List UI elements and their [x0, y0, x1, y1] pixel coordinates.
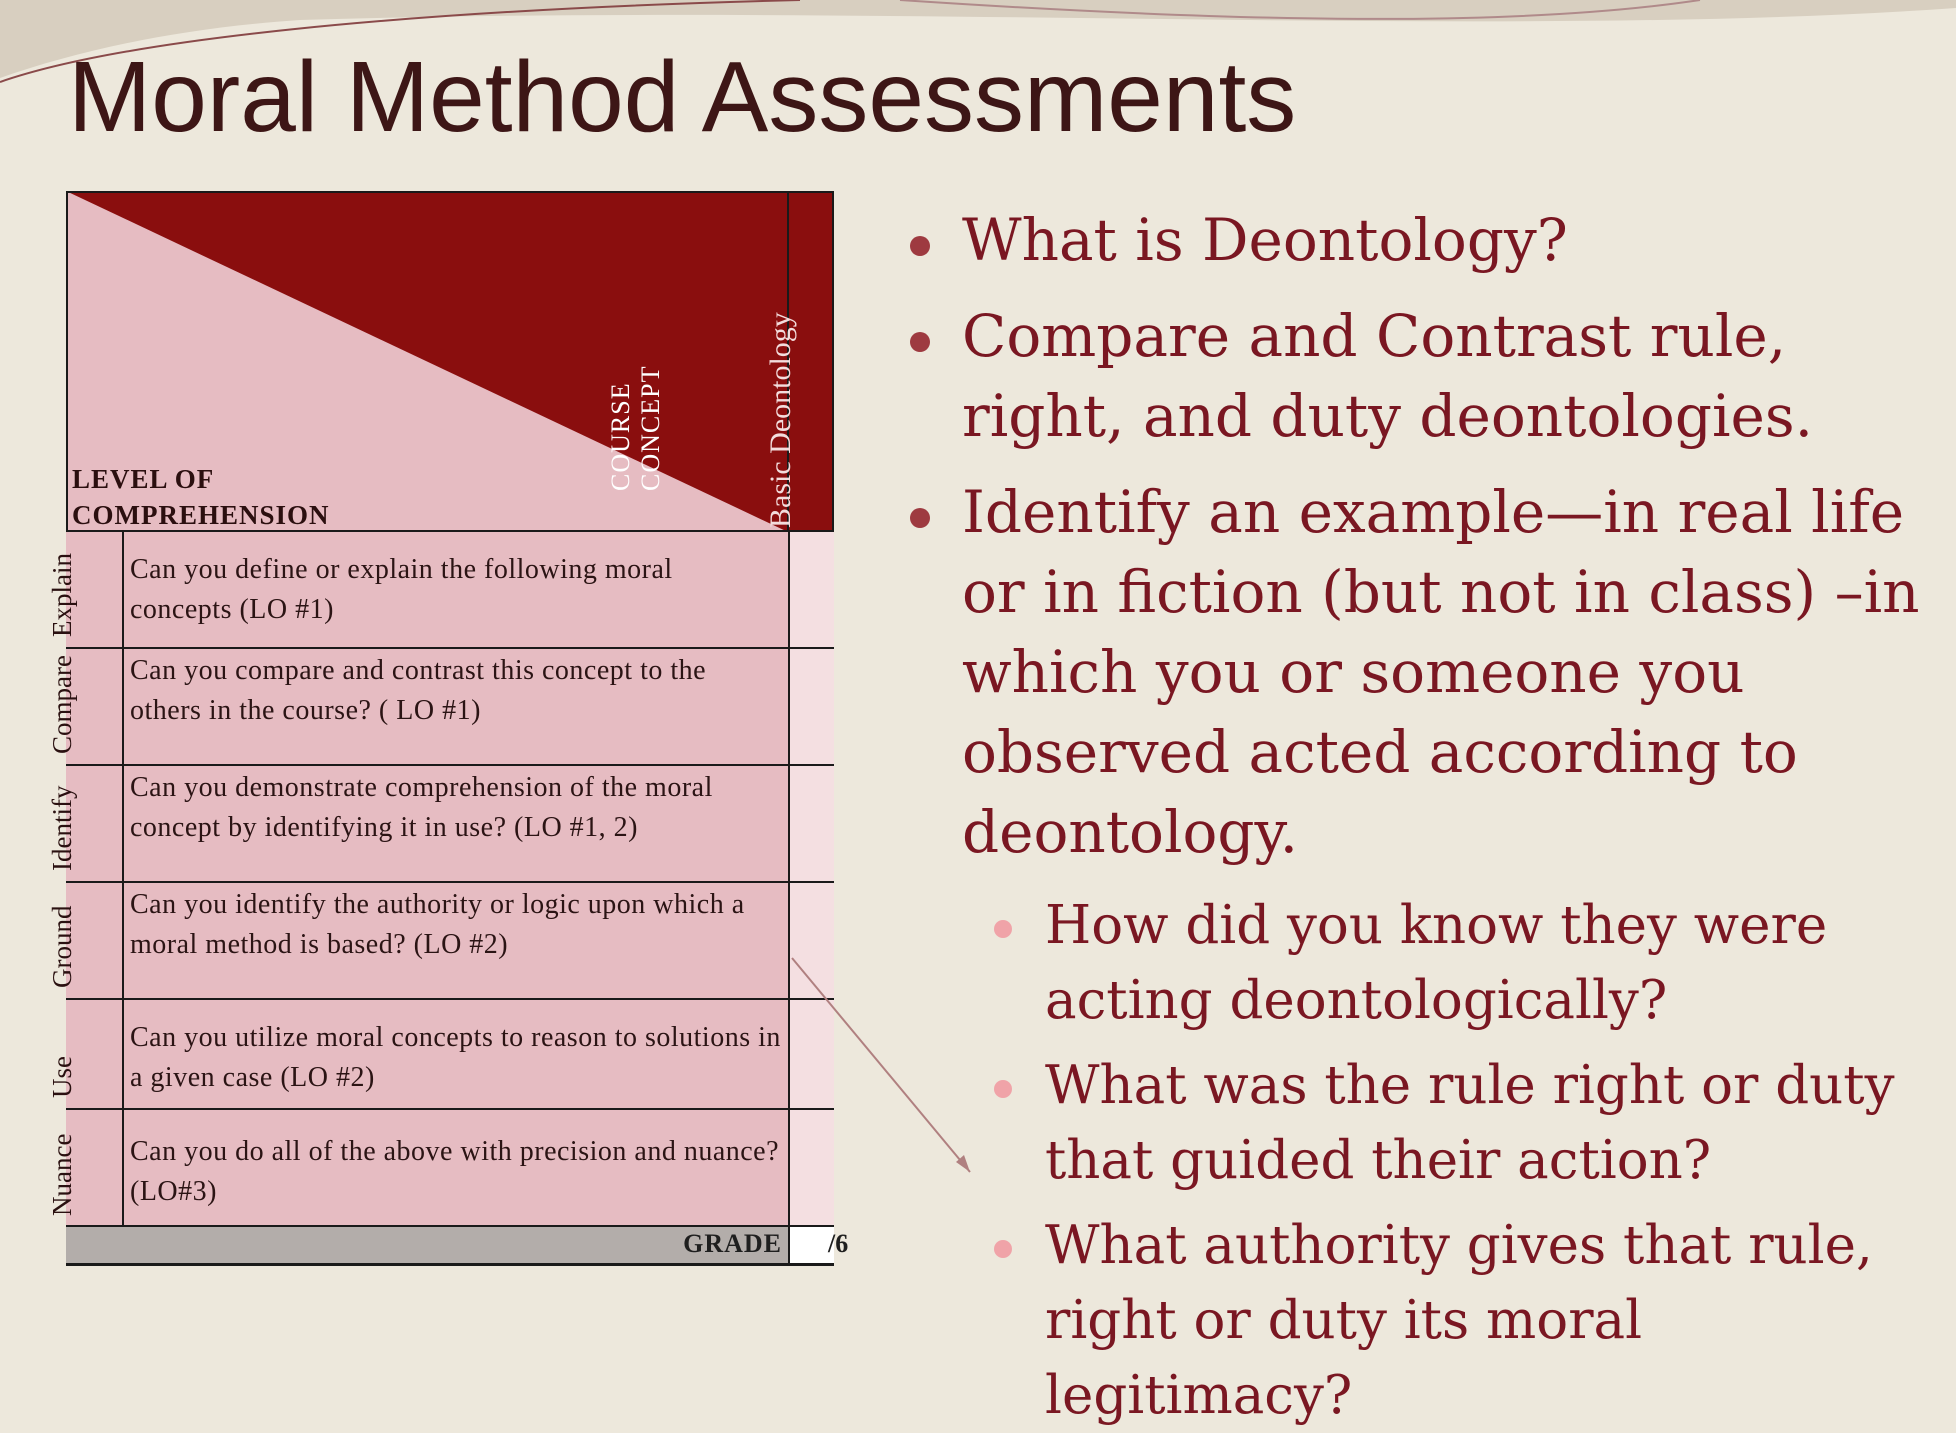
score-cell[interactable]	[790, 883, 834, 998]
level-question: Can you define or explain the following …	[130, 554, 673, 625]
level-question: Can you do all of the above with precisi…	[130, 1136, 780, 1207]
level-label: Identify	[47, 785, 77, 871]
header-decoration	[0, 0, 1956, 83]
rubric-table: COURSE CONCEPT LEVEL OF COMPREHENSION Ba…	[47, 191, 848, 1266]
score-cell[interactable]	[790, 532, 834, 647]
sub-bullet-dot-icon	[994, 1240, 1012, 1258]
score-cell[interactable]	[790, 766, 834, 881]
bullet-item: What is Deontology?	[900, 200, 1940, 280]
rubric-row-identify: Identify Can you demonstrate comprehensi…	[47, 764, 834, 881]
sub-bullet-item: How did you know they were acting deonto…	[900, 888, 1940, 1038]
level-question: Can you utilize moral concepts to reason…	[130, 1022, 781, 1093]
bullet-item: Compare and Contrast rule, right, and du…	[900, 296, 1940, 456]
rubric-row-use: Use Can you utilize moral concepts to re…	[47, 998, 834, 1108]
rubric-row-compare: Compare Can you compare and contrast thi…	[47, 647, 834, 764]
level-label: Nuance	[47, 1133, 77, 1216]
level-label: Ground	[47, 905, 77, 989]
sub-bullet-dot-icon	[994, 1080, 1012, 1098]
grade-label: GRADE	[683, 1229, 782, 1258]
slide-title: Moral Method Assessments	[68, 41, 1297, 153]
score-cell[interactable]	[790, 1110, 834, 1226]
score-cell[interactable]	[790, 1000, 834, 1108]
bullet-dot-icon	[910, 508, 930, 528]
bullet-dot-icon	[910, 332, 930, 352]
grade-row: GRADE /6	[66, 1225, 848, 1266]
column-header-basic-deontology: Basic Deontology	[764, 312, 797, 528]
bullet-item: Identify an example—in real life or in f…	[900, 472, 1940, 872]
level-of-comprehension-label: LEVEL OF COMPREHENSION	[72, 464, 330, 530]
sub-bullet-item: What was the rule right or duty that gui…	[900, 1048, 1940, 1198]
sub-bullet-dot-icon	[994, 920, 1012, 938]
rubric-header	[66, 191, 834, 532]
level-question: Can you compare and contrast this concep…	[130, 655, 707, 726]
sub-bullet-item: What authority gives that rule, right or…	[900, 1208, 1940, 1433]
grade-value: /6	[828, 1229, 849, 1258]
bullet-dot-icon	[910, 236, 930, 256]
level-question: Can you demonstrate comprehension of the…	[130, 772, 713, 843]
rubric-row-nuance: Nuance Can you do all of the above with …	[47, 1108, 834, 1226]
rubric-row-explain: Explain Can you define or explain the fo…	[47, 530, 834, 647]
level-label: Use	[47, 1056, 77, 1098]
course-concept-label: COURSE CONCEPT	[606, 365, 665, 491]
rubric-row-ground: Ground Can you identify the authority or…	[47, 881, 834, 998]
bullet-list: What is Deontology? Compare and Contrast…	[900, 200, 1940, 1433]
annotation-arrow	[791, 957, 971, 1173]
level-label: Explain	[47, 553, 77, 637]
score-cell[interactable]	[790, 649, 834, 764]
level-question: Can you identify the authority or logic …	[130, 889, 745, 960]
level-label: Compare	[47, 655, 77, 754]
